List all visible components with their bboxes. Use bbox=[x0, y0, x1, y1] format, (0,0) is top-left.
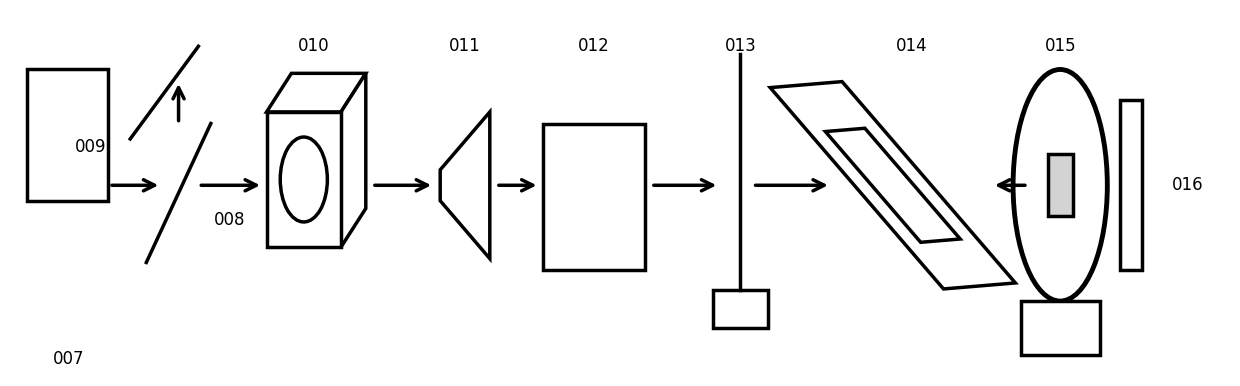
Text: 016: 016 bbox=[1172, 176, 1204, 194]
Text: 013: 013 bbox=[724, 37, 756, 55]
Text: 014: 014 bbox=[895, 37, 928, 55]
Polygon shape bbox=[267, 73, 366, 112]
Text: 009: 009 bbox=[74, 138, 107, 156]
Polygon shape bbox=[713, 290, 768, 328]
Text: 010: 010 bbox=[298, 37, 330, 55]
Polygon shape bbox=[267, 112, 341, 247]
Polygon shape bbox=[1120, 100, 1142, 270]
Polygon shape bbox=[770, 81, 1016, 289]
Polygon shape bbox=[341, 73, 366, 247]
Polygon shape bbox=[1048, 154, 1073, 216]
Text: 007: 007 bbox=[52, 350, 84, 368]
Polygon shape bbox=[826, 128, 960, 242]
Text: 008: 008 bbox=[213, 211, 246, 229]
Polygon shape bbox=[440, 112, 490, 259]
Ellipse shape bbox=[1013, 69, 1107, 301]
Ellipse shape bbox=[280, 137, 327, 222]
Text: 011: 011 bbox=[449, 37, 481, 55]
Text: 015: 015 bbox=[1044, 37, 1076, 55]
Polygon shape bbox=[27, 69, 108, 201]
Polygon shape bbox=[543, 124, 645, 270]
Text: 012: 012 bbox=[578, 37, 610, 55]
Polygon shape bbox=[1021, 301, 1100, 355]
